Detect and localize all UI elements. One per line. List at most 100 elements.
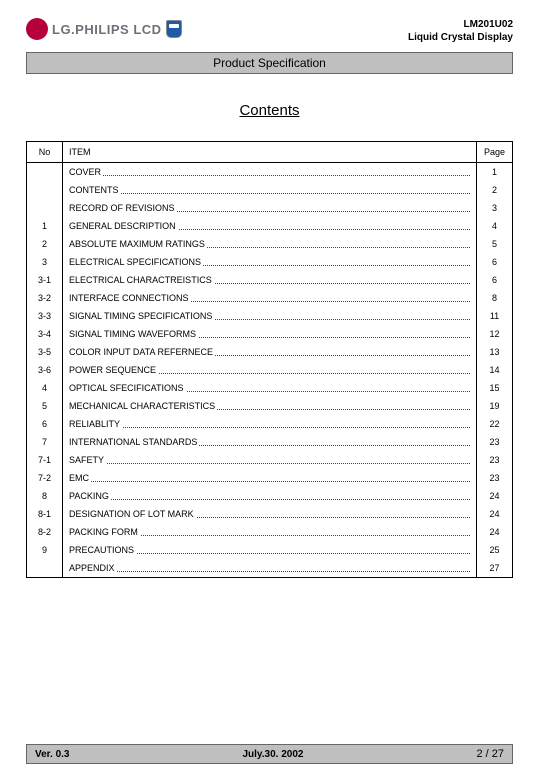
row-item: INTERFACE CONNECTIONS xyxy=(63,289,477,307)
row-page: 11 xyxy=(477,307,513,325)
table-row: 8-1 DESIGNATION OF LOT MARK 24 xyxy=(27,505,513,523)
table-header-row: No ITEM Page xyxy=(27,142,513,163)
row-page: 8 xyxy=(477,289,513,307)
row-no: 1 xyxy=(27,217,63,235)
row-item-label: SIGNAL TIMING WAVEFORMS xyxy=(69,329,198,339)
row-item-label: CONTENTS xyxy=(69,185,121,195)
row-item: COLOR INPUT DATA REFERNECE xyxy=(63,343,477,361)
row-item-label: EMC xyxy=(69,473,91,483)
page-body: LG.PHILIPS LCD LM201U02 Liquid Crystal D… xyxy=(0,0,539,578)
row-page: 27 xyxy=(477,559,513,578)
row-page: 22 xyxy=(477,415,513,433)
row-page: 2 xyxy=(477,181,513,199)
row-item: OPTICAL SFECIFICATIONS xyxy=(63,379,477,397)
row-item: SIGNAL TIMING WAVEFORMS xyxy=(63,325,477,343)
row-item-label: COVER xyxy=(69,167,103,177)
row-no xyxy=(27,181,63,199)
table-row: 3-4SIGNAL TIMING WAVEFORMS12 xyxy=(27,325,513,343)
col-header-page: Page xyxy=(477,142,513,163)
row-no: 3-6 xyxy=(27,361,63,379)
row-item-label: APPENDIX xyxy=(69,563,117,573)
row-item-label: ABSOLUTE MAXIMUM RATINGS xyxy=(69,239,207,249)
row-page: 6 xyxy=(477,271,513,289)
row-item-label: ELECTRICAL CHARACTREISTICS xyxy=(69,275,214,285)
row-no xyxy=(27,559,63,578)
row-item-label: RECORD OF REVISIONS xyxy=(69,203,177,213)
row-item: PRECAUTIONS xyxy=(63,541,477,559)
leader-dots xyxy=(69,193,470,194)
table-row: COVER 1 xyxy=(27,163,513,182)
table-row: 3-1ELECTRICAL CHARACTREISTICS6 xyxy=(27,271,513,289)
row-item: ELECTRICAL SPECIFICATIONS xyxy=(63,253,477,271)
table-row: 4OPTICAL SFECIFICATIONS15 xyxy=(27,379,513,397)
model-number: LM201U02 xyxy=(408,18,513,31)
footer-bar: Ver. 0.3 July.30. 2002 2 / 27 xyxy=(26,744,513,764)
row-item-label: RELIABLITY xyxy=(69,419,122,429)
row-page: 19 xyxy=(477,397,513,415)
logo-text: LG.PHILIPS LCD xyxy=(52,22,162,37)
row-item-label: OPTICAL SFECIFICATIONS xyxy=(69,383,186,393)
company-logo: LG.PHILIPS LCD xyxy=(26,18,182,40)
row-no: 7 xyxy=(27,433,63,451)
leader-dots xyxy=(69,427,470,428)
row-item: INTERNATIONAL STANDARDS xyxy=(63,433,477,451)
table-row: 3-5COLOR INPUT DATA REFERNECE13 xyxy=(27,343,513,361)
row-page: 24 xyxy=(477,523,513,541)
table-row: 7-1SAFETY23 xyxy=(27,451,513,469)
row-item: ELECTRICAL CHARACTREISTICS xyxy=(63,271,477,289)
row-no: 3 xyxy=(27,253,63,271)
row-item-label: INTERFACE CONNECTIONS xyxy=(69,293,191,303)
row-item-label: INTERNATIONAL STANDARDS xyxy=(69,437,199,447)
header: LG.PHILIPS LCD LM201U02 Liquid Crystal D… xyxy=(26,18,513,44)
table-row: 3ELECTRICAL SPECIFICATIONS6 xyxy=(27,253,513,271)
row-no: 8 xyxy=(27,487,63,505)
row-no: 7-1 xyxy=(27,451,63,469)
row-no: 3-3 xyxy=(27,307,63,325)
footer-page-number: 2 / 27 xyxy=(476,748,504,760)
col-header-item: ITEM xyxy=(63,142,477,163)
table-row: 8PACKING24 xyxy=(27,487,513,505)
footer-version: Ver. 0.3 xyxy=(35,749,69,760)
row-item-label: PACKING FORM xyxy=(69,527,140,537)
table-row: 3-3 SIGNAL TIMING SPECIFICATIONS 11 xyxy=(27,307,513,325)
page-title: Contents xyxy=(26,102,513,119)
row-item: SIGNAL TIMING SPECIFICATIONS xyxy=(63,307,477,325)
row-item: ABSOLUTE MAXIMUM RATINGS xyxy=(63,235,477,253)
row-page: 6 xyxy=(477,253,513,271)
row-item-label: SAFETY xyxy=(69,455,106,465)
row-page: 24 xyxy=(477,505,513,523)
row-item-label: SIGNAL TIMING SPECIFICATIONS xyxy=(69,311,214,321)
row-page: 3 xyxy=(477,199,513,217)
row-no: 5 xyxy=(27,397,63,415)
row-no: 6 xyxy=(27,415,63,433)
row-no xyxy=(27,199,63,217)
lg-face-icon xyxy=(26,18,48,40)
row-item: POWER SEQUENCE xyxy=(63,361,477,379)
table-row: 2ABSOLUTE MAXIMUM RATINGS5 xyxy=(27,235,513,253)
document-id: LM201U02 Liquid Crystal Display xyxy=(408,18,513,44)
row-page: 14 xyxy=(477,361,513,379)
row-item: CONTENTS xyxy=(63,181,477,199)
row-item-label: DESIGNATION OF LOT MARK xyxy=(69,509,196,519)
leader-dots xyxy=(69,571,470,572)
leader-dots xyxy=(69,481,470,482)
row-item: DESIGNATION OF LOT MARK xyxy=(63,505,477,523)
row-no: 8-1 xyxy=(27,505,63,523)
leader-dots xyxy=(69,463,470,464)
col-header-no: No xyxy=(27,142,63,163)
row-no: 3-5 xyxy=(27,343,63,361)
row-item: RECORD OF REVISIONS xyxy=(63,199,477,217)
contents-table: No ITEM Page COVER 1 CONTENTS 2 RECORD OF RE… xyxy=(26,141,513,578)
spec-title-bar: Product Specification xyxy=(26,52,513,74)
row-no: 9 xyxy=(27,541,63,559)
row-item: PACKING FORM xyxy=(63,523,477,541)
table-row: 8-2PACKING FORM24 xyxy=(27,523,513,541)
row-page: 25 xyxy=(477,541,513,559)
table-row: 3-2INTERFACE CONNECTIONS8 xyxy=(27,289,513,307)
row-no: 3-4 xyxy=(27,325,63,343)
row-item-label: PRECAUTIONS xyxy=(69,545,136,555)
table-row: 5MECHANICAL CHARACTERISTICS19 xyxy=(27,397,513,415)
row-page: 1 xyxy=(477,163,513,182)
table-row: 3-6POWER SEQUENCE14 xyxy=(27,361,513,379)
row-page: 23 xyxy=(477,469,513,487)
